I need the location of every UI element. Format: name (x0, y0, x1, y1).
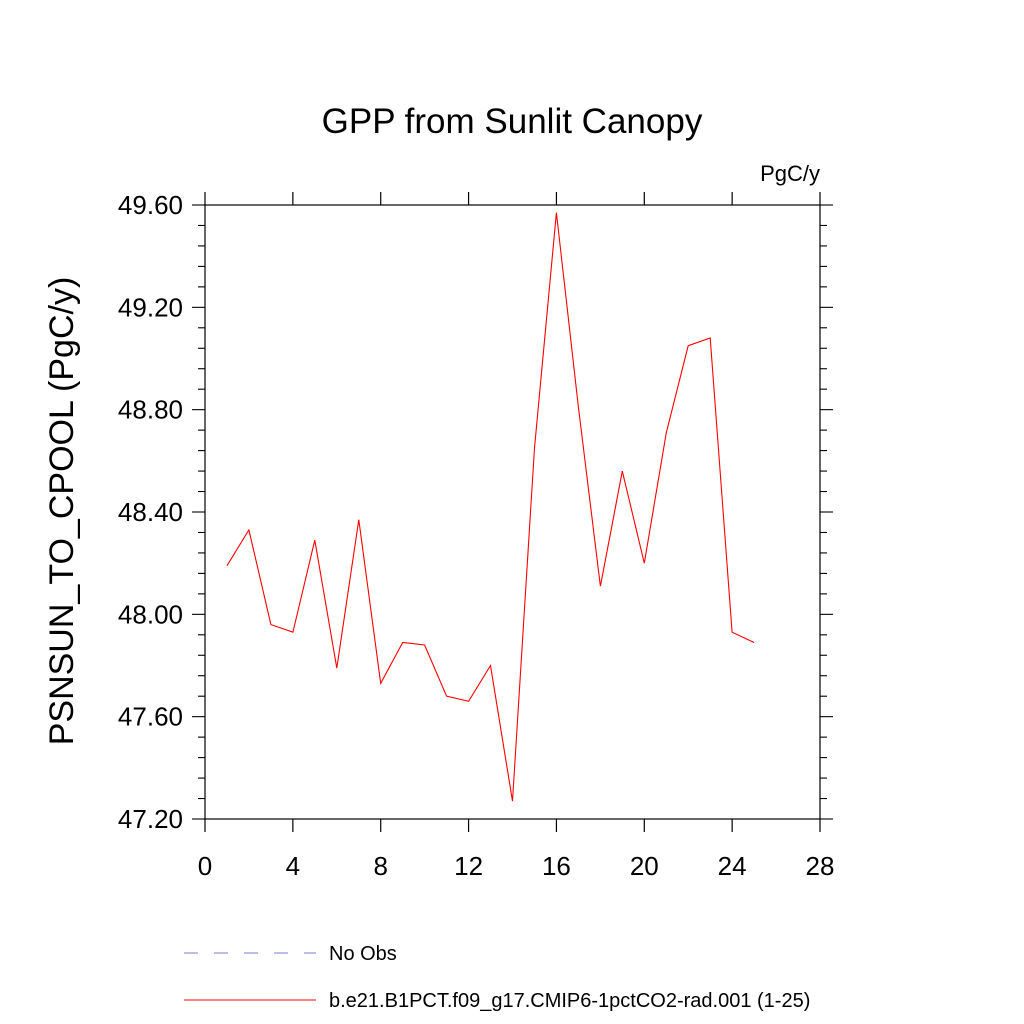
legend: No Obs b.e21.B1PCT.f09_g17.CMIP6-1pctCO2-… (184, 943, 810, 1012)
x-tick-label: 0 (198, 851, 212, 881)
x-tick-label: 12 (454, 851, 483, 881)
chart-title: GPP from Sunlit Canopy (322, 102, 703, 141)
y-tick-label: 48.80 (118, 395, 183, 425)
legend-label: b.e21.B1PCT.f09_g17.CMIP6-1pctCO2-rad.00… (329, 990, 810, 1012)
x-tick-label: 8 (373, 851, 387, 881)
y-tick-label: 49.60 (118, 190, 183, 220)
x-tick-label: 4 (286, 851, 300, 881)
x-tick-label: 20 (630, 851, 659, 881)
y-tick-label: 48.00 (118, 599, 183, 629)
legend-label: No Obs (329, 943, 397, 965)
y-tick-label: 47.60 (118, 702, 183, 732)
axes: 0 4 8 12 16 20 24 28 47.20 47.60 48.00 48.40 48.80 49… (118, 190, 835, 881)
y-tick-label: 47.20 (118, 804, 183, 834)
y-tick-label: 48.40 (118, 497, 183, 527)
plot-lines (226, 212, 755, 802)
x-tick-label: 28 (806, 851, 835, 881)
x-tick-label: 24 (718, 851, 747, 881)
series-line (226, 212, 755, 802)
y-tick-label: 49.20 (118, 292, 183, 322)
y-axis-label: PSNSUN_TO_CPOOL (PgC/y) (43, 277, 81, 746)
x-tick-label: 16 (542, 851, 571, 881)
plot-frame (204, 204, 821, 820)
units-label: PgC/y (760, 161, 820, 186)
